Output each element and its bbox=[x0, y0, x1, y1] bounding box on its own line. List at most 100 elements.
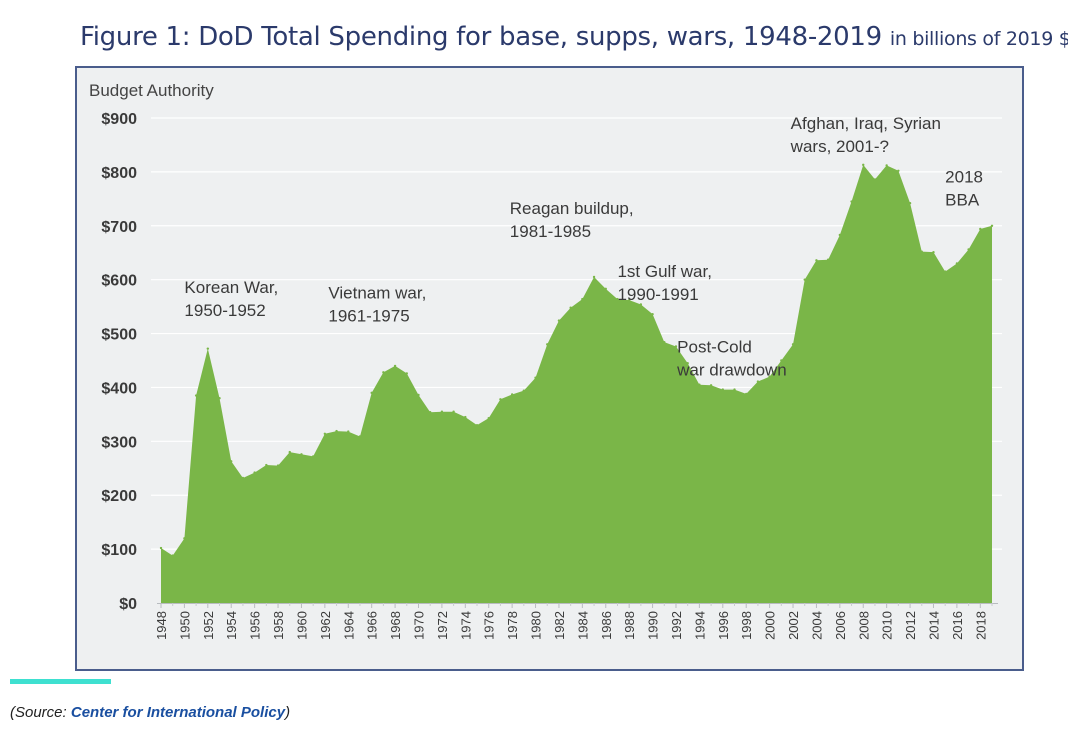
x-tick-label: 1984 bbox=[575, 611, 590, 640]
data-point-1989 bbox=[639, 303, 643, 306]
x-tick-label: 1978 bbox=[505, 611, 520, 640]
figure-title-units: in billions of 2019 $ bbox=[889, 28, 1068, 50]
data-point-2017 bbox=[967, 248, 970, 251]
data-point-1971 bbox=[428, 411, 432, 414]
source-prefix: (Source: bbox=[10, 704, 71, 721]
y-tick-label: $900 bbox=[101, 111, 137, 128]
data-point-1999 bbox=[756, 380, 760, 383]
y-tick-label: $500 bbox=[101, 327, 137, 344]
x-tick-label: 1992 bbox=[669, 611, 684, 640]
data-point-1975 bbox=[475, 423, 479, 427]
data-point-1967 bbox=[382, 371, 385, 374]
source-note: (Source: Center for International Policy… bbox=[10, 704, 290, 721]
y-tick-label: $0 bbox=[119, 596, 137, 613]
x-tick-label: 2004 bbox=[809, 611, 824, 640]
data-point-1995 bbox=[709, 384, 713, 387]
x-tick-label: 1964 bbox=[341, 611, 356, 640]
x-tick-label: 2018 bbox=[973, 611, 988, 640]
data-point-2018 bbox=[979, 227, 982, 231]
y-axis-title: Budget Authority bbox=[89, 81, 214, 100]
source-link[interactable]: Center for International Policy bbox=[70, 704, 286, 721]
annotation-line2: 1981-1985 bbox=[510, 222, 591, 241]
figure-title-main: Figure 1: DoD Total Spending for base, s… bbox=[80, 22, 882, 52]
data-point-2011 bbox=[897, 169, 900, 173]
data-point-1969 bbox=[405, 372, 408, 375]
data-point-2003 bbox=[803, 278, 806, 281]
chart-frame: $0 $100 $200 $300 $400 $500 $600 $700 $800 $900 Bu… bbox=[75, 66, 1024, 671]
data-point-1997 bbox=[733, 388, 736, 391]
data-point-2006 bbox=[838, 233, 842, 237]
data-point-1973 bbox=[452, 410, 455, 413]
data-point-1953 bbox=[218, 397, 221, 400]
data-point-1992 bbox=[674, 345, 678, 348]
data-point-1960 bbox=[300, 453, 303, 456]
x-tick-label: 1990 bbox=[646, 611, 661, 640]
data-point-1990 bbox=[651, 312, 654, 316]
annotation-line1: 2018 bbox=[945, 168, 983, 187]
area-chart: $0 $100 $200 $300 $400 $500 $600 $700 $800 $900 Bu… bbox=[89, 81, 1002, 640]
x-tick-label: 1988 bbox=[622, 611, 637, 640]
x-tick-label: 1998 bbox=[739, 611, 754, 640]
data-point-1964 bbox=[347, 430, 350, 433]
x-tick-label: 1962 bbox=[318, 611, 333, 640]
x-tick-label: 1960 bbox=[294, 611, 309, 640]
data-point-1955 bbox=[241, 476, 245, 480]
data-point-1988 bbox=[627, 298, 631, 302]
x-tick-label: 1996 bbox=[716, 611, 731, 640]
data-point-1949 bbox=[171, 554, 174, 557]
data-point-1985 bbox=[592, 275, 596, 279]
data-point-2016 bbox=[955, 262, 959, 265]
x-tick-label: 2010 bbox=[880, 611, 895, 640]
figure-title: Figure 1: DoD Total Spending for base, s… bbox=[80, 22, 1068, 52]
x-tick-label: 1948 bbox=[154, 611, 169, 640]
data-point-1987 bbox=[616, 297, 619, 301]
x-tick-label: 1954 bbox=[224, 611, 239, 640]
data-point-1983 bbox=[569, 306, 572, 309]
data-point-2007 bbox=[850, 200, 853, 203]
annotation-line2: BBA bbox=[945, 191, 980, 210]
source-suffix: ) bbox=[285, 704, 291, 721]
data-point-1976 bbox=[487, 416, 490, 420]
x-tick-label: 1968 bbox=[388, 611, 403, 640]
annotation-line1: Post-Cold bbox=[677, 337, 752, 356]
data-point-1970 bbox=[417, 393, 420, 397]
data-point-2002 bbox=[791, 343, 795, 346]
data-point-1954 bbox=[230, 460, 233, 463]
x-tick-label: 2016 bbox=[950, 611, 965, 640]
x-tick-label: 1974 bbox=[458, 611, 473, 640]
data-point-1977 bbox=[499, 398, 502, 401]
data-point-1974 bbox=[464, 415, 467, 419]
data-point-1998 bbox=[745, 392, 748, 396]
data-point-1959 bbox=[288, 450, 291, 454]
data-point-1961 bbox=[311, 455, 315, 458]
x-tick-label: 1970 bbox=[411, 611, 426, 640]
x-tick-label: 1958 bbox=[271, 611, 286, 640]
data-point-1951 bbox=[194, 394, 198, 397]
data-point-2010 bbox=[885, 164, 888, 167]
data-point-1972 bbox=[440, 410, 444, 413]
annotation-line2: war drawdown bbox=[676, 360, 787, 379]
data-point-1966 bbox=[370, 391, 373, 395]
x-tick-label: 1994 bbox=[692, 611, 707, 640]
annotation-line1: Korean War, bbox=[184, 278, 278, 297]
data-point-2014 bbox=[932, 250, 935, 254]
data-point-1980 bbox=[534, 376, 537, 379]
x-tick-label: 1982 bbox=[552, 611, 567, 640]
annotation-line2: 1950-1952 bbox=[184, 301, 265, 320]
data-point-1958 bbox=[276, 464, 280, 467]
x-tick-label: 1966 bbox=[365, 611, 380, 640]
x-tick-label: 2008 bbox=[856, 611, 871, 640]
x-tick-label: 2012 bbox=[903, 611, 918, 640]
spending-area bbox=[161, 164, 992, 603]
x-tick-label: 1976 bbox=[482, 611, 497, 640]
x-tick-label: 1972 bbox=[435, 611, 450, 640]
data-point-1962 bbox=[323, 432, 327, 435]
annotation-line1: Afghan, Iraq, Syrian bbox=[791, 114, 941, 133]
data-point-1982 bbox=[557, 319, 561, 322]
data-point-2013 bbox=[920, 250, 923, 253]
data-point-1968 bbox=[393, 364, 397, 368]
data-point-2000 bbox=[768, 375, 771, 378]
annotation-line1: Vietnam war, bbox=[328, 284, 426, 303]
data-point-1952 bbox=[206, 347, 210, 350]
y-tick-label: $300 bbox=[101, 434, 137, 451]
